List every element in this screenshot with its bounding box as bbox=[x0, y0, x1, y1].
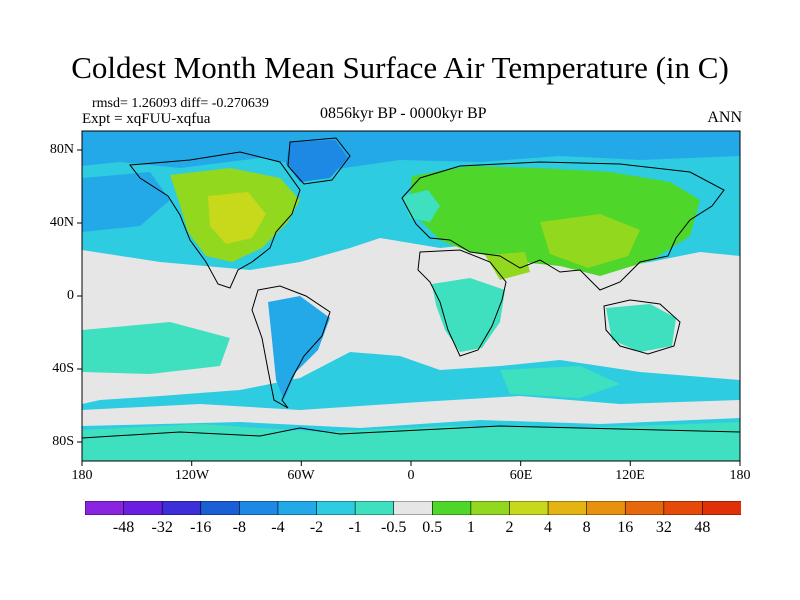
colorbar-swatch bbox=[239, 501, 279, 515]
antarctica-coast bbox=[82, 425, 740, 439]
colorbar-swatch bbox=[200, 501, 241, 515]
neutral-belt bbox=[82, 238, 740, 404]
colorbar-label: -16 bbox=[190, 519, 212, 536]
lat-label: 80N bbox=[49, 142, 74, 157]
colorbar-label: -32 bbox=[151, 519, 173, 536]
colorbar-label: 48 bbox=[694, 519, 711, 536]
colorbar-swatch bbox=[85, 501, 125, 515]
colorbar-swatch bbox=[316, 501, 356, 515]
colorbar-label: 0.5 bbox=[422, 519, 443, 536]
africa-coast bbox=[417, 249, 507, 357]
south-america-coast bbox=[251, 285, 331, 409]
antarctic-band bbox=[82, 422, 740, 461]
lon-label: 180 bbox=[71, 468, 93, 483]
colorbar-swatch bbox=[663, 501, 704, 515]
colorbar-label: 16 bbox=[617, 519, 634, 536]
europe-cool bbox=[402, 190, 440, 222]
colorbar-label: -48 bbox=[112, 519, 135, 536]
lon-label: 180 bbox=[729, 468, 751, 483]
season-label: ANN bbox=[707, 109, 742, 126]
colorbar-swatch bbox=[509, 501, 549, 515]
lat-label: 40S bbox=[52, 361, 74, 376]
colorbar-swatch bbox=[431, 501, 472, 515]
south-america-cool bbox=[268, 296, 330, 400]
eurasia-coast bbox=[401, 161, 725, 291]
asia-core bbox=[540, 214, 640, 268]
lon-label: 120E bbox=[615, 468, 645, 483]
colorbar-swatch bbox=[161, 501, 202, 515]
colorbar-label: -1 bbox=[348, 519, 362, 536]
lat-label: 0 bbox=[67, 288, 74, 303]
axis-ticks bbox=[77, 149, 741, 466]
colorbar-swatch bbox=[702, 501, 741, 515]
stats-line: rmsd= 1.26093 diff= -0.270639 bbox=[92, 96, 269, 111]
greenland-coast bbox=[287, 137, 351, 185]
arctic-region bbox=[82, 131, 740, 170]
colorbar-label: 4 bbox=[544, 519, 553, 536]
south-pacific-cool bbox=[82, 322, 230, 374]
colorbar-label: -8 bbox=[232, 519, 247, 536]
lon-label: 60W bbox=[287, 468, 315, 483]
lon-label: 120W bbox=[174, 468, 210, 483]
north-america-coast bbox=[129, 151, 301, 289]
south-indian-cool bbox=[500, 366, 620, 398]
africa-cool bbox=[432, 278, 505, 352]
colorbar bbox=[85, 501, 741, 515]
north-pacific-cool bbox=[82, 172, 170, 232]
colorbar-swatch bbox=[277, 501, 318, 515]
colorbar-label: -0.5 bbox=[381, 519, 407, 536]
lon-label: 60E bbox=[509, 468, 533, 483]
experiment-line: Expt = xqFUU-xqfua bbox=[82, 111, 211, 127]
colorbar-swatch bbox=[470, 501, 511, 515]
colorbar-label: 2 bbox=[505, 519, 514, 536]
colorbar-swatch bbox=[354, 501, 395, 515]
plot-title: Coldest Month Mean Surface Air Temperatu… bbox=[71, 50, 729, 85]
arabia-warm bbox=[485, 252, 530, 280]
colorbar-label: 1 bbox=[466, 519, 475, 536]
colorbar-label: -2 bbox=[309, 519, 324, 536]
colorbar-swatch bbox=[393, 501, 434, 515]
greenland-cool bbox=[286, 140, 348, 182]
colorbar-swatch bbox=[624, 501, 665, 515]
period-label: 0856kyr BP - 0000kyr BP bbox=[320, 105, 487, 122]
lon-label: 0 bbox=[407, 468, 415, 483]
coastlines bbox=[82, 137, 740, 439]
australia-cool bbox=[606, 304, 676, 352]
colorbar-label: 32 bbox=[655, 519, 672, 536]
colorbar-label: 8 bbox=[582, 519, 591, 536]
southern-neutral-band bbox=[82, 396, 740, 428]
colorbar-swatch bbox=[123, 501, 163, 515]
lat-label: 80S bbox=[52, 434, 74, 449]
colorbar-swatch bbox=[586, 501, 627, 515]
colorbar-swatch bbox=[547, 501, 588, 515]
lat-label: 40N bbox=[49, 215, 74, 230]
north-america-core bbox=[208, 192, 266, 244]
colorbar-label: -4 bbox=[271, 519, 285, 536]
australia-coast bbox=[603, 299, 681, 355]
